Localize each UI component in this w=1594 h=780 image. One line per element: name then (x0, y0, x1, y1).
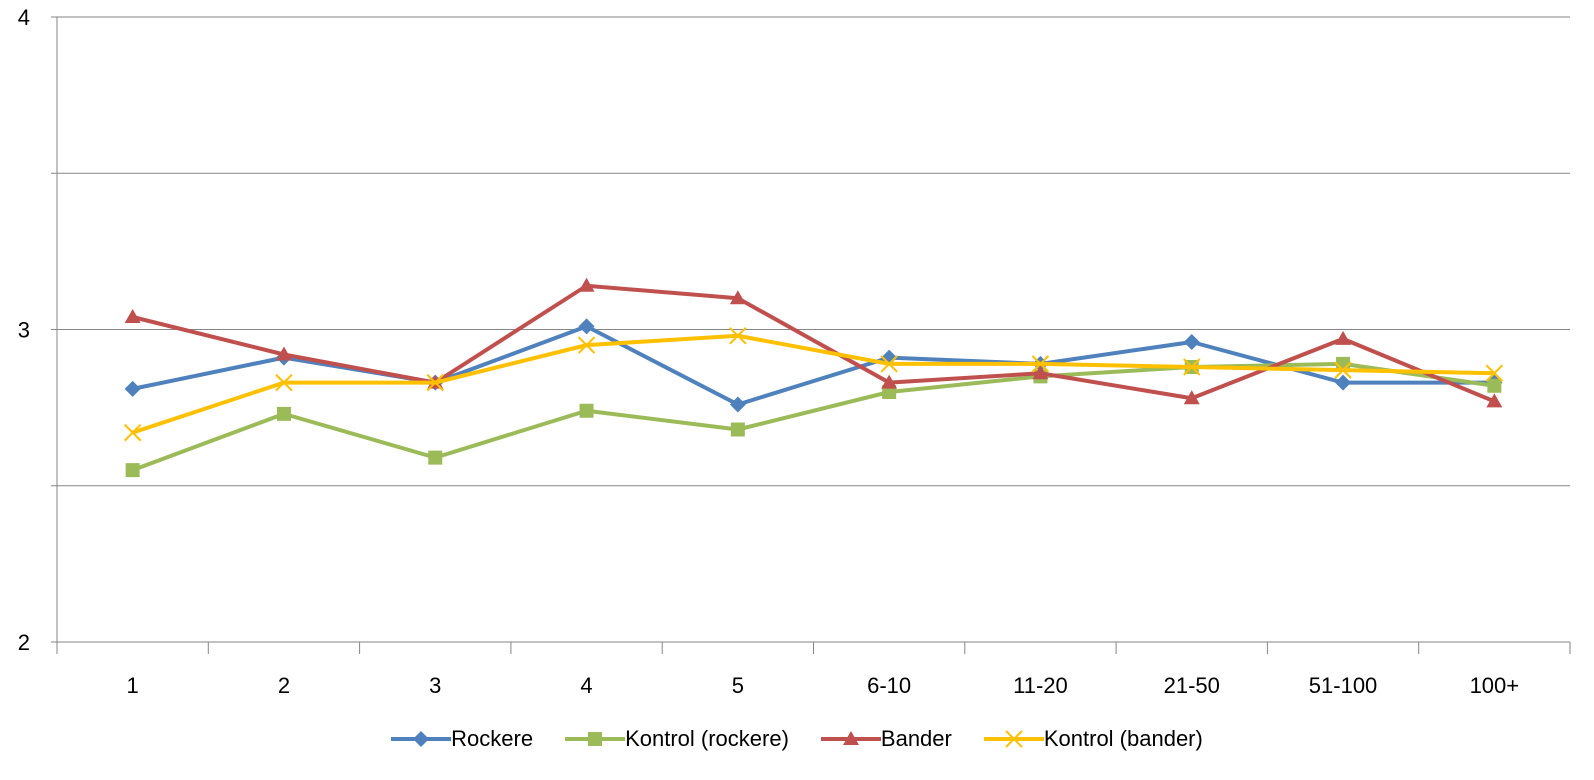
legend-item: Rockere (391, 726, 533, 752)
data-point-x (880, 355, 898, 373)
data-point-x (426, 373, 444, 392)
data-point-x-stroke (123, 423, 142, 442)
data-point-diamond (729, 396, 746, 413)
legend-label: Kontrol (rockere) (625, 726, 789, 751)
data-point-x (275, 373, 293, 392)
data-point-x-stroke (1005, 730, 1023, 748)
y-tick-label: 3 (18, 318, 30, 343)
x-tick-label: 51-100 (1309, 673, 1378, 698)
data-point-square (579, 403, 594, 418)
legend-item: Kontrol (rockere) (565, 726, 789, 752)
data-point-x (1485, 364, 1504, 382)
data-point-square (1487, 378, 1502, 393)
x-tick-label: 4 (580, 673, 592, 698)
data-point-x-stroke (275, 373, 293, 392)
y-tick-label: 2 (18, 630, 30, 655)
legend-label: Kontrol (bander) (1043, 726, 1203, 751)
series-line (132, 333, 1495, 435)
data-point-x (1334, 361, 1352, 379)
data-point-x-stroke (1485, 364, 1504, 382)
series-3 (123, 327, 1504, 442)
legend-swatch (565, 732, 626, 746)
data-point-triangle (1183, 390, 1200, 405)
x-tick-label: 21-50 (1164, 673, 1220, 698)
data-point-square (428, 450, 443, 465)
data-point-diamond (578, 318, 595, 335)
data-point-x (123, 423, 142, 442)
data-point-diamond (1335, 374, 1352, 391)
data-point-triangle (842, 731, 859, 745)
data-point-x-stroke (880, 355, 898, 373)
data-point-diamond (124, 380, 141, 397)
x-tick-label: 11-20 (1013, 673, 1068, 698)
data-point-triangle (1032, 365, 1049, 380)
data-point-x-stroke (1031, 355, 1050, 373)
data-point-x-stroke (577, 336, 596, 354)
legend-label: Bander (880, 726, 952, 751)
data-point-square (125, 463, 140, 478)
x-tick-label: 5 (732, 673, 744, 698)
data-point-triangle (124, 309, 141, 323)
data-point-x-stroke (1334, 361, 1352, 379)
data-point-triangle (275, 346, 292, 361)
legend-item: Bander (820, 726, 952, 752)
chart-legend: Rockere Kontrol (rockere) Bander Kontrol (b… (0, 726, 1594, 752)
legend-swatch (820, 731, 881, 745)
x-tick-label: 3 (429, 673, 441, 698)
data-point-x (729, 327, 747, 345)
data-point-x-stroke (1183, 358, 1201, 376)
legend-swatch (983, 730, 1044, 748)
data-point-x (1005, 730, 1023, 748)
data-point-square (730, 422, 745, 437)
data-point-triangle (1335, 330, 1352, 345)
data-point-triangle (578, 277, 595, 292)
data-point-diamond (413, 731, 430, 747)
legend-swatch (391, 731, 452, 747)
legend-item: Kontrol (bander) (983, 726, 1203, 752)
legend-label: Rockere (451, 726, 534, 751)
data-point-x-stroke (426, 373, 444, 392)
data-point-triangle (1486, 393, 1503, 408)
x-tick-label: 2 (278, 673, 290, 698)
data-point-x (1183, 358, 1201, 376)
data-point-diamond (1183, 334, 1200, 350)
series-line (131, 361, 1495, 472)
data-point-x-stroke (729, 327, 747, 345)
series-2 (124, 277, 1503, 408)
x-tick-label: 1 (127, 673, 139, 698)
data-point-x (1031, 355, 1050, 373)
y-tick-label: 4 (18, 5, 30, 30)
x-tick-label: 100+ (1470, 673, 1520, 698)
data-point-square (276, 406, 291, 421)
series-1 (125, 356, 1502, 478)
x-tick-label: 6-10 (867, 673, 911, 698)
data-point-triangle (729, 290, 746, 305)
data-point-triangle (881, 374, 898, 389)
data-point-square (588, 732, 603, 746)
data-point-x (577, 336, 596, 354)
